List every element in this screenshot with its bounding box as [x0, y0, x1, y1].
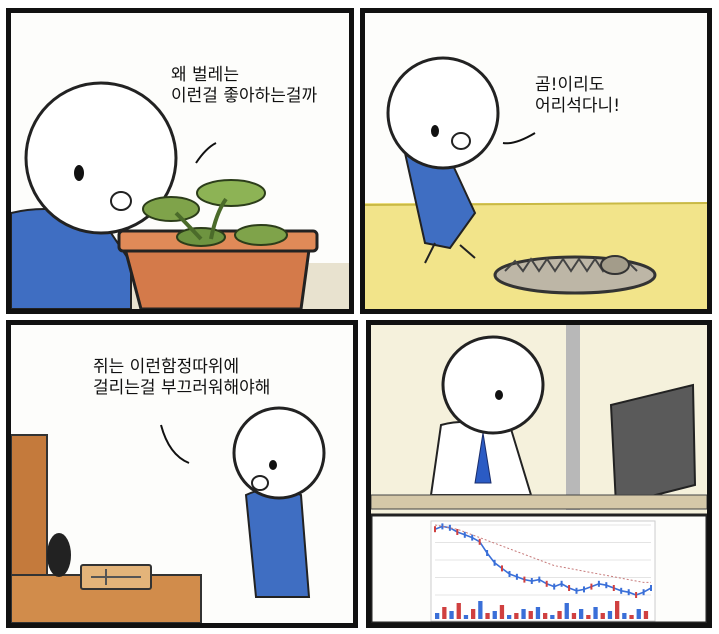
chart-point: [538, 576, 541, 583]
chart-series-line: [434, 524, 651, 583]
chart-volume-bar: [579, 609, 584, 619]
speech-line: 곰!이리도: [535, 75, 605, 95]
panel-3: 쥐는 이런함정따위에 걸리는걸 부끄러워해야해: [6, 320, 358, 628]
chart-volume-bar: [456, 603, 461, 619]
speech-line: 걸리는걸 부끄러워해야해: [93, 378, 271, 398]
chart-volume-bar: [449, 611, 454, 619]
panel-4: [366, 320, 712, 628]
chart-series-line: [434, 525, 652, 596]
panel-1-speech: 왜 벌레는 이런걸 좋아하는걸까: [171, 65, 317, 107]
chart-point: [605, 582, 608, 589]
chart-volume-bar: [643, 611, 649, 619]
speech-line: 어리석다니!: [535, 96, 621, 116]
chart-point: [493, 559, 496, 566]
chart-volume-bar: [571, 613, 577, 619]
chart-point: [456, 529, 459, 535]
chart-point: [463, 531, 466, 538]
chart-volume-bar: [622, 613, 627, 619]
chart-point: [501, 565, 503, 572]
chart-volume-bar: [442, 607, 447, 619]
chart-volume-bar: [514, 613, 519, 619]
chart-point: [620, 587, 623, 594]
chart-volume-bar: [521, 609, 526, 619]
chart-volume-bar: [543, 613, 548, 619]
chart-volume-bar: [463, 615, 469, 619]
chart-volume-bar: [499, 605, 505, 619]
chart-point: [486, 550, 489, 556]
chart-point: [583, 586, 585, 593]
chart-volume-bar: [600, 613, 605, 619]
chart-point: [471, 534, 474, 541]
chart-point: [508, 571, 511, 577]
chart-volume-bar: [557, 611, 562, 619]
chart-point: [523, 576, 526, 583]
chart-point: [612, 585, 615, 591]
chart-volume-bar: [593, 607, 598, 619]
chart-point: [575, 587, 578, 594]
chart-volume-bar: [507, 615, 512, 619]
chart-point: [568, 585, 571, 591]
chart-volume-bar: [435, 613, 440, 619]
panel-3-illustration: [11, 325, 353, 623]
chart-point: [597, 580, 600, 587]
chart-volume-bar: [607, 611, 613, 619]
chart-point: [515, 573, 518, 580]
speech-line: 이런걸 좋아하는걸까: [171, 86, 318, 106]
chart-volume-bar: [636, 609, 641, 619]
panel-4-illustration: [371, 325, 707, 623]
chart-lines: [434, 523, 652, 598]
chart-volume-bar: [528, 611, 533, 619]
chart-point: [545, 580, 548, 587]
chart-point: [441, 523, 444, 530]
panel-2: 곰!이리도 어리석다니!: [360, 8, 712, 314]
chart-point: [627, 589, 630, 596]
panel-1: 왜 벌레는 이런걸 좋아하는걸까: [6, 8, 354, 314]
chart-volume-bar: [586, 615, 591, 619]
chart-point: [635, 592, 638, 598]
chart-volume-bar: [492, 611, 497, 619]
chart-point: [560, 580, 563, 587]
chart-volume-bar: [564, 603, 569, 619]
panel-1-illustration: [11, 13, 349, 309]
chart-volume-bar: [471, 609, 476, 619]
chart-point: [478, 538, 481, 545]
chart-point: [642, 589, 645, 596]
chart-point: [553, 583, 556, 590]
panel-3-speech: 쥐는 이런함정따위에 걸리는걸 부끄러워해야해: [93, 357, 270, 399]
chart-volume: [435, 601, 649, 619]
chart-volume-bar: [615, 601, 620, 619]
chart-point: [448, 524, 451, 531]
chart-point: [590, 583, 593, 590]
panel-2-illustration: [365, 13, 707, 309]
chart-point: [650, 585, 652, 591]
chart-volume-bar: [535, 607, 541, 619]
chart-point: [434, 526, 436, 533]
chart-volume-bar: [629, 615, 634, 619]
speech-line: 왜 벌레는: [171, 65, 239, 85]
chart-volume-bar: [478, 601, 483, 619]
speech-line: 쥐는 이런함정따위에: [93, 357, 240, 377]
panel-2-speech: 곰!이리도 어리석다니!: [535, 75, 620, 117]
chart-volume-bar: [485, 613, 490, 619]
chart-point: [530, 578, 533, 584]
chart-volume-bar: [550, 615, 555, 619]
